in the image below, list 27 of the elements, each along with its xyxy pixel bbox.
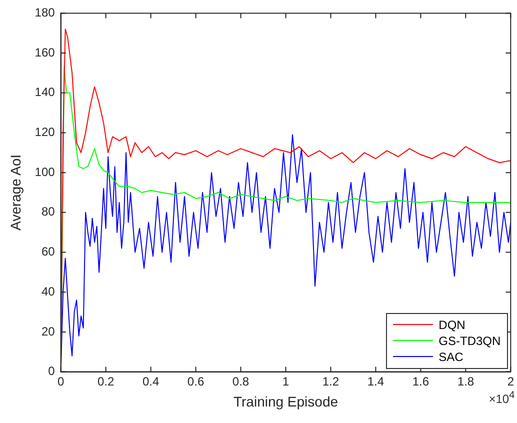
y-tick-label: 180 <box>34 6 56 20</box>
x-tick-label: 0.8 <box>232 374 250 388</box>
x-tick-label: 1.8 <box>457 374 474 388</box>
x-tick-label: 1.2 <box>322 374 340 388</box>
x-tick-label: 1 <box>282 374 290 388</box>
x-tick-label: 0.4 <box>142 374 160 388</box>
x-tick-label: 1.6 <box>412 374 430 388</box>
y-tick-label: 0 <box>48 364 56 378</box>
text: ×10$^{4}$ <box>488 390 515 406</box>
x-tick-label: 0 <box>57 374 64 388</box>
y-tick-label: 20 <box>41 324 56 338</box>
x-axis-title: Training Episode <box>233 393 338 410</box>
y-tick-label: 40 <box>41 284 56 298</box>
y-tick-label: 120 <box>34 125 56 140</box>
y-tick-label: 60 <box>41 244 56 259</box>
x-tick-label: 2 <box>507 374 514 388</box>
legend-label: SAC <box>438 350 464 364</box>
y-tick-label: 80 <box>41 204 56 219</box>
x-tick-label: 1.4 <box>367 374 384 388</box>
y-axis-title: Average AoI <box>7 154 24 231</box>
x-tick-label: 0.2 <box>97 374 114 388</box>
legend-label: DQN <box>438 318 466 332</box>
legend-label: GS-TD3QN <box>438 334 501 348</box>
x-tick-label: 0.6 <box>187 374 204 388</box>
y-tick-label: 140 <box>34 85 56 100</box>
y-tick-label: 100 <box>34 164 56 179</box>
y-tick-label: 160 <box>34 45 56 60</box>
